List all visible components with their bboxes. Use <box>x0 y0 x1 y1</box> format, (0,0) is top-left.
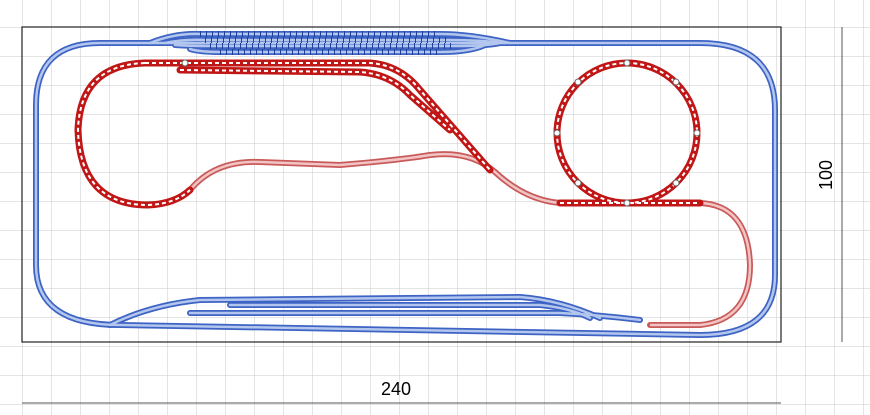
width-label: 240 <box>381 379 411 399</box>
pink-tracks <box>187 151 753 328</box>
track-joints <box>181 59 701 207</box>
board-outline <box>21 26 782 343</box>
height-label: 100 <box>816 160 836 190</box>
blue-tracks <box>33 30 778 338</box>
